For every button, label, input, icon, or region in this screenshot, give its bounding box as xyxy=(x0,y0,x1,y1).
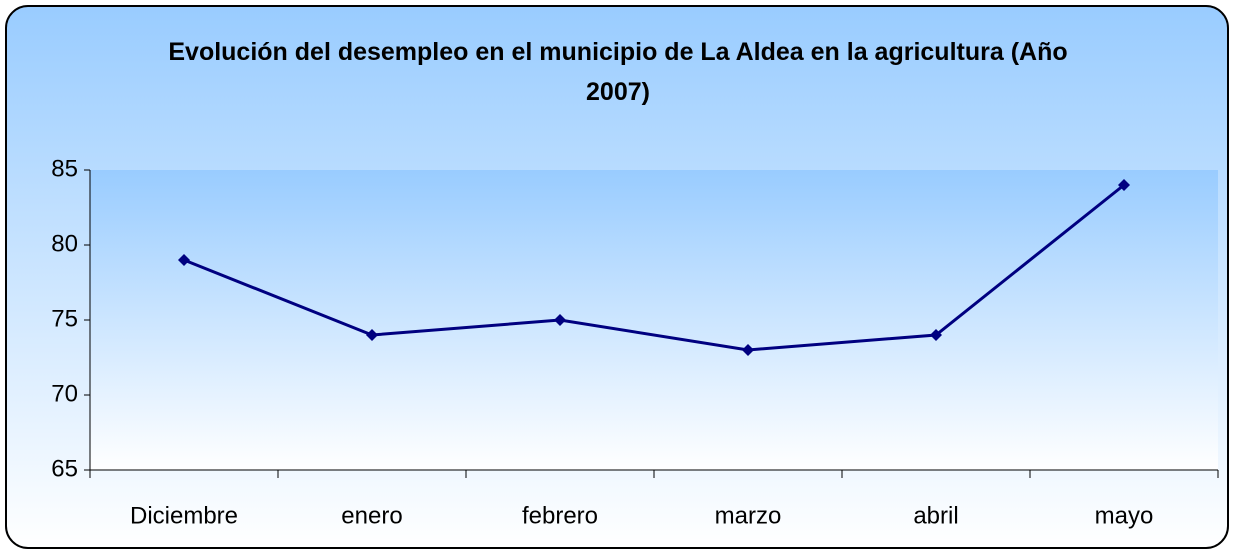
y-tick-label: 75 xyxy=(51,305,78,332)
x-tick-label: enero xyxy=(341,502,402,529)
x-tick-label: marzo xyxy=(715,502,782,529)
data-marker xyxy=(366,329,378,341)
y-tick-label: 80 xyxy=(51,230,78,257)
y-tick-label: 65 xyxy=(51,455,78,482)
y-tick-label: 70 xyxy=(51,380,78,407)
chart-title: Evolución del desempleo en el municipio … xyxy=(168,38,1068,106)
data-marker xyxy=(1118,179,1130,191)
x-tick-label: mayo xyxy=(1095,502,1154,529)
x-tick-label: Diciembre xyxy=(130,502,238,529)
data-marker xyxy=(930,329,942,341)
data-line xyxy=(183,183,1125,352)
data-marker xyxy=(554,314,566,326)
x-tick-label: febrero xyxy=(522,502,598,529)
data-marker xyxy=(742,344,754,356)
data-marker xyxy=(178,254,190,266)
plot-area xyxy=(90,170,1218,470)
y-tick-label: 85 xyxy=(51,155,78,182)
x-tick-label: abril xyxy=(913,502,958,529)
